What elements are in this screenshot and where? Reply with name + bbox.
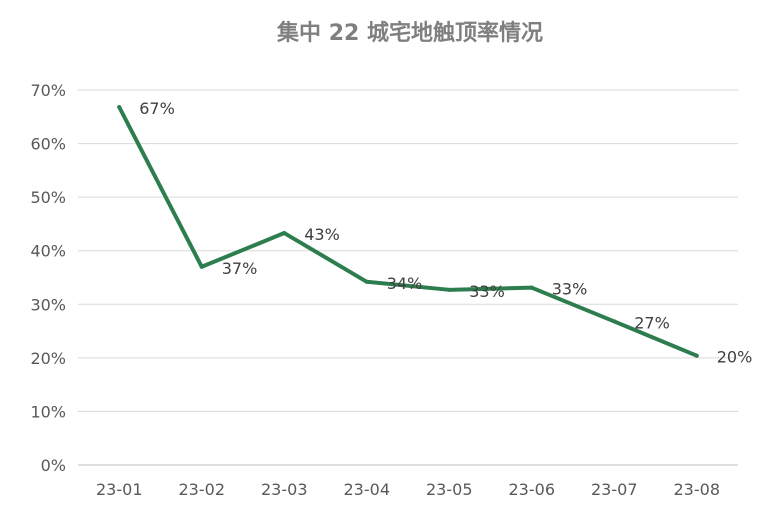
x-tick-label: 23-08: [674, 480, 721, 499]
series-layer: [117, 105, 699, 358]
x-tick-label: 23-02: [179, 480, 226, 499]
x-tick-label: 23-05: [426, 480, 473, 499]
x-tick-label: 23-01: [96, 480, 143, 499]
data-label: 43%: [304, 225, 340, 244]
y-tick-label: 50%: [30, 188, 66, 207]
series-line: [117, 105, 699, 358]
y-tick-label: 60%: [30, 135, 66, 154]
data-label: 33%: [469, 282, 505, 301]
data-point: [612, 319, 617, 324]
data-label: 67%: [139, 99, 175, 118]
y-tick-label: 0%: [41, 456, 66, 475]
data-point: [199, 264, 204, 269]
x-tick-label: 23-06: [509, 480, 556, 499]
y-tick-label: 10%: [30, 402, 66, 421]
data-point: [694, 353, 699, 358]
x-tick-label: 23-07: [591, 480, 638, 499]
y-tick-label: 40%: [30, 242, 66, 261]
x-tick-label: 23-03: [261, 480, 308, 499]
data-point: [364, 279, 369, 284]
gridlines: [78, 89, 738, 466]
y-tick-label: 30%: [30, 295, 66, 314]
x-axis-ticks: 23-01 23-02 23-03 23-04 23-05 23-06 23-07 23-08: [96, 480, 720, 499]
data-point: [529, 285, 534, 290]
data-label: 37%: [222, 259, 258, 278]
data-point: [282, 231, 287, 236]
data-labels: 67% 37% 43% 34% 33% 33% 27% 20%: [139, 99, 752, 367]
y-tick-label: 70%: [30, 81, 66, 100]
data-label: 34%: [387, 274, 423, 293]
y-tick-label: 20%: [30, 349, 66, 368]
data-label: 27%: [634, 313, 670, 332]
data-label: 33%: [552, 280, 588, 299]
data-point: [447, 287, 452, 292]
x-tick-label: 23-04: [344, 480, 391, 499]
data-point: [117, 105, 122, 110]
data-label: 20%: [717, 348, 753, 367]
chart-title: 集中 22 城宅地触顶率情况: [276, 20, 543, 46]
y-axis-ticks: 0% 10% 20% 30% 40% 50% 60% 70%: [30, 81, 66, 475]
